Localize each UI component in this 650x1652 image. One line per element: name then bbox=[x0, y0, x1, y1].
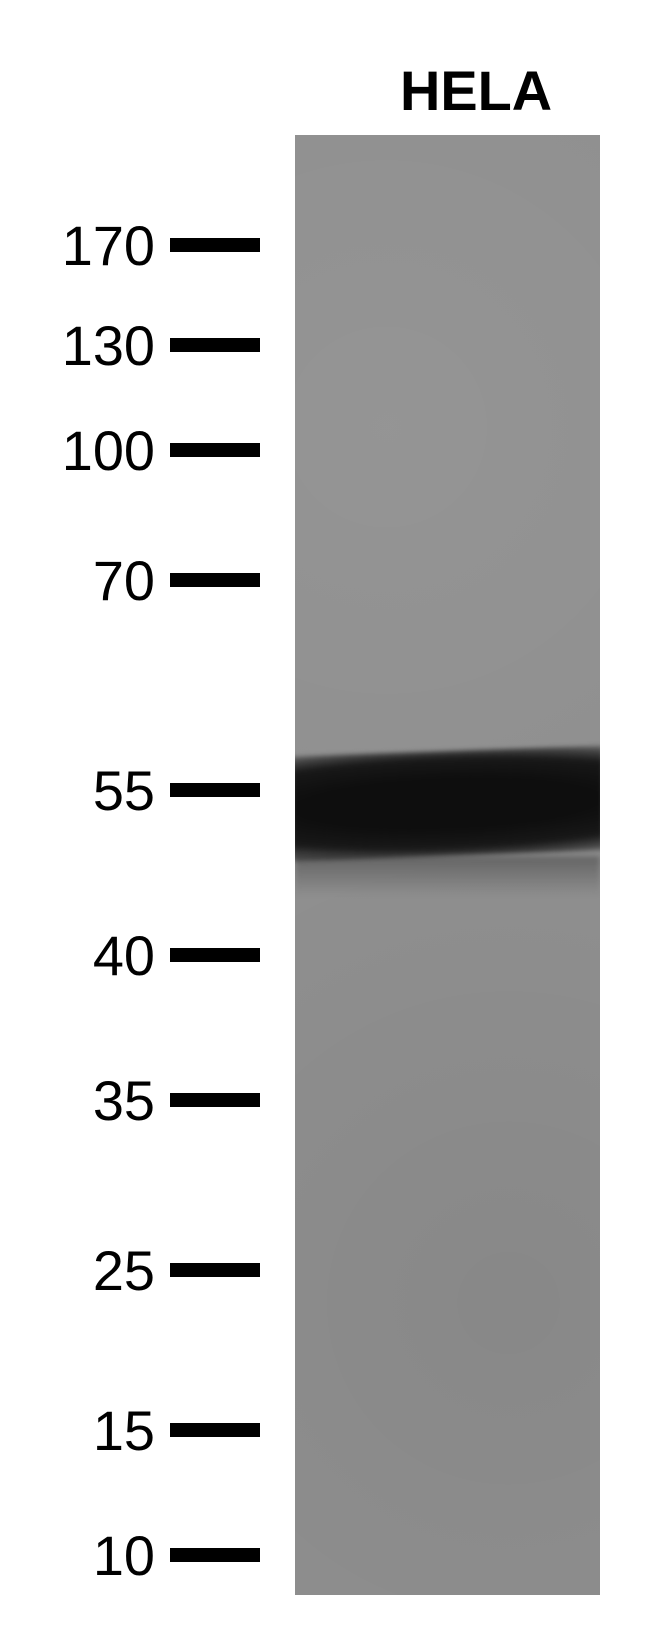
mw-tick-40 bbox=[170, 948, 260, 962]
mw-label-10: 10 bbox=[5, 1523, 155, 1588]
band-smear bbox=[295, 856, 600, 896]
mw-tick-130 bbox=[170, 338, 260, 352]
mw-label-130: 130 bbox=[5, 313, 155, 378]
mw-tick-100 bbox=[170, 443, 260, 457]
lane-label-hela: HELA bbox=[400, 58, 552, 123]
blot-lane bbox=[295, 135, 600, 1595]
mw-tick-10 bbox=[170, 1548, 260, 1562]
mw-tick-35 bbox=[170, 1093, 260, 1107]
mw-label-35: 35 bbox=[5, 1068, 155, 1133]
mw-tick-70 bbox=[170, 573, 260, 587]
mw-tick-25 bbox=[170, 1263, 260, 1277]
mw-label-170: 170 bbox=[5, 213, 155, 278]
mw-label-55: 55 bbox=[5, 758, 155, 823]
mw-tick-15 bbox=[170, 1423, 260, 1437]
mw-tick-55 bbox=[170, 783, 260, 797]
mw-label-70: 70 bbox=[5, 548, 155, 613]
western-blot-figure: HELA 170 130 100 70 55 40 35 25 15 10 bbox=[0, 0, 650, 1652]
mw-label-25: 25 bbox=[5, 1238, 155, 1303]
mw-label-15: 15 bbox=[5, 1398, 155, 1463]
protein-band bbox=[295, 745, 600, 861]
mw-label-100: 100 bbox=[5, 418, 155, 483]
mw-tick-170 bbox=[170, 238, 260, 252]
mw-label-40: 40 bbox=[5, 923, 155, 988]
